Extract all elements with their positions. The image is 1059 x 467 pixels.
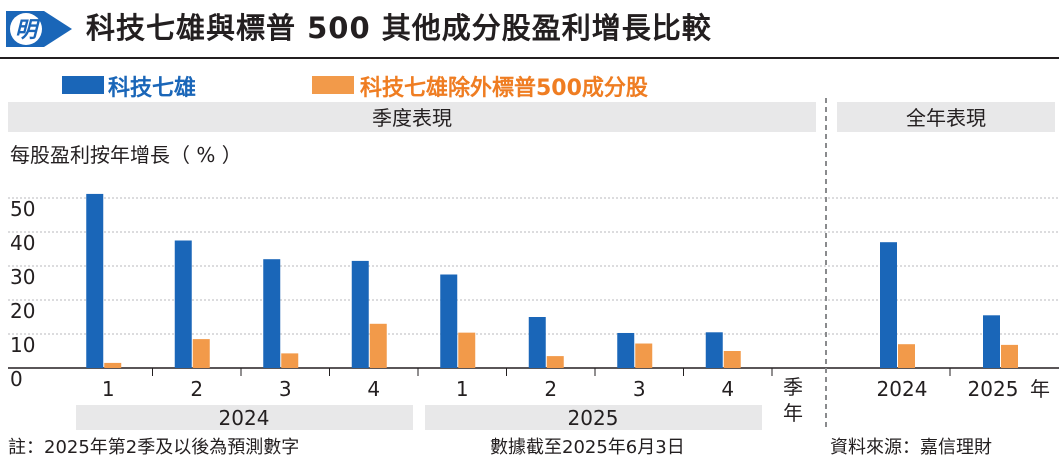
- x-tick-label: 3: [633, 377, 646, 401]
- bar-tech7-annual: [983, 315, 1000, 368]
- bar-others: [281, 353, 299, 368]
- x-tick-label-annual: 2024: [877, 377, 928, 401]
- ming-pao-logo-icon: 明: [6, 11, 72, 47]
- x-tick-label: 2: [190, 377, 203, 401]
- legend-swatch-others: [312, 76, 354, 94]
- chart-title: 科技七雄與標普 500 其他成分股盈利增長比較: [86, 11, 712, 45]
- title-bar: 明 科技七雄與標普 500 其他成分股盈利增長比較: [0, 0, 1059, 59]
- x-tick-label: 1: [456, 377, 469, 401]
- panel-title-annual: 全年表現: [906, 106, 986, 130]
- y-tick-label: 10: [10, 333, 35, 357]
- bar-others-annual: [898, 344, 915, 368]
- x-tick-label-annual: 2025: [968, 377, 1019, 401]
- bar-others: [546, 356, 564, 368]
- y-tick-label: 40: [10, 231, 35, 255]
- bar-tech7: [263, 259, 281, 368]
- y-tick-label: 20: [10, 299, 35, 323]
- bar-others: [104, 362, 122, 368]
- bar-others: [635, 343, 653, 368]
- bar-tech7: [86, 193, 104, 368]
- bar-others-annual: [1001, 344, 1018, 368]
- x-tick-label: 4: [721, 377, 734, 401]
- svg-text:明: 明: [15, 17, 41, 43]
- y-tick-label: 0: [10, 367, 23, 391]
- bar-others: [723, 351, 741, 368]
- y-tick-label: 30: [10, 265, 35, 289]
- title-divider: [0, 57, 1059, 59]
- bar-others: [458, 332, 476, 368]
- data-source: 資料來源：嘉信理財: [830, 437, 992, 458]
- x-tick-label: 4: [367, 377, 380, 401]
- legend-label-others: 科技七雄除外標普500成分股: [360, 76, 648, 101]
- x-axis-unit-annual: 年: [1030, 377, 1050, 401]
- bar-others: [192, 339, 210, 368]
- bar-tech7: [351, 260, 369, 368]
- year-label-2025: 2025: [568, 406, 619, 430]
- legend-swatch-tech7: [62, 76, 104, 94]
- bar-tech7: [440, 274, 458, 368]
- x-axis-unit-year: 年: [783, 401, 803, 425]
- x-tick-label: 3: [279, 377, 292, 401]
- bar-tech7: [528, 317, 546, 368]
- x-tick-label: 2: [544, 377, 557, 401]
- data-date: 數據截至2025年6月3日: [490, 437, 685, 458]
- bar-others: [369, 323, 387, 368]
- y-axis-label: 每股盈利按年增長（ % ）: [10, 143, 242, 167]
- panel-title-quarterly: 季度表現: [372, 106, 452, 130]
- bar-tech7: [174, 240, 192, 368]
- x-tick-label: 1: [102, 377, 115, 401]
- bar-tech7-annual: [880, 242, 897, 368]
- y-tick-label: 50: [10, 197, 35, 221]
- panel-header-annual: [837, 102, 1055, 132]
- panel-header-quarterly: [8, 102, 816, 132]
- x-axis-unit-quarter: 季: [783, 375, 803, 399]
- bar-tech7: [617, 332, 635, 368]
- year-label-2024: 2024: [219, 406, 270, 430]
- year-band-2025: [425, 405, 762, 430]
- footnote: 註：2025年第2季及以後為預測數字: [8, 437, 300, 458]
- legend-label-tech7: 科技七雄: [108, 76, 197, 101]
- bar-tech7: [705, 332, 723, 368]
- year-band-2024: [76, 405, 413, 430]
